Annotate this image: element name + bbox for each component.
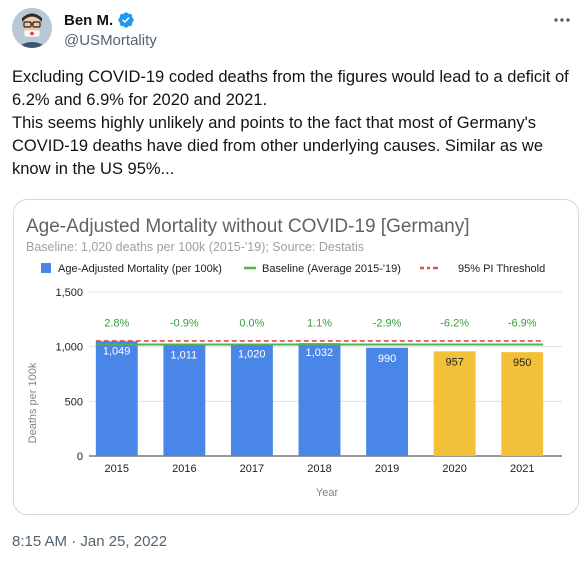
author-name[interactable]: Ben M. xyxy=(64,11,114,29)
chart-bars: 1,049 2.8% 1,011 -0.9% 1,020 0.0% 1,032 1.1% 990… xyxy=(95,317,544,456)
bar-value-label: 1,020 xyxy=(238,348,266,360)
author-handle[interactable]: @USMortality xyxy=(64,32,157,49)
delta-label: -6.2% xyxy=(440,317,469,329)
legend-bars-label: Age-Adjusted Mortality (per 100k) xyxy=(58,263,222,275)
y-axis: 0 500 1,000 1,500 xyxy=(55,287,83,463)
bar-2019 xyxy=(366,347,409,456)
avatar[interactable] xyxy=(12,8,52,48)
chart-legend: Age-Adjusted Mortality (per 100k) Baseli… xyxy=(41,263,545,275)
delta-label: 1.1% xyxy=(307,317,332,329)
tweet-timestamp[interactable]: 8:15 AM · Jan 25, 2022 xyxy=(12,533,168,550)
x-tick-label: 2020 xyxy=(442,463,466,475)
x-tick-label: 2019 xyxy=(375,463,399,475)
x-tick-label: 2018 xyxy=(307,463,331,475)
tweet-text: Excluding COVID-19 coded deaths from the… xyxy=(12,68,569,178)
verified-badge-icon xyxy=(118,12,134,28)
delta-label: -2.9% xyxy=(373,317,402,329)
bar-value-label: 990 xyxy=(378,353,396,365)
delta-label: -6.9% xyxy=(508,317,537,329)
bar-2021 xyxy=(501,352,544,456)
chart-title: Age-Adjusted Mortality without COVID-19 … xyxy=(26,216,470,237)
bar-value-label: 1,011 xyxy=(170,349,197,361)
legend-threshold-label: 95% PI Threshold xyxy=(458,263,545,275)
y-tick-label: 1,000 xyxy=(55,342,83,354)
x-axis: 2015 2016 2017 2018 2019 2020 2021 xyxy=(105,463,535,475)
more-options-icon[interactable] xyxy=(552,10,572,30)
bar-value-label: 957 xyxy=(445,356,463,368)
x-tick-label: 2015 xyxy=(105,463,129,475)
delta-label: -0.9% xyxy=(170,317,199,329)
mortality-chart: Age-Adjusted Mortality without COVID-19 … xyxy=(26,216,562,499)
delta-label: 2.8% xyxy=(104,317,129,329)
x-tick-label: 2017 xyxy=(240,463,264,475)
bar-2015 xyxy=(95,341,138,456)
chart-card[interactable]: Age-Adjusted Mortality without COVID-19 … xyxy=(13,199,579,515)
bar-2018 xyxy=(298,343,341,456)
legend-bars-swatch xyxy=(41,263,51,273)
bar-value-label: 950 xyxy=(513,357,531,369)
chart-reference-lines xyxy=(95,340,544,346)
bar-value-label: 1,032 xyxy=(306,347,334,359)
x-axis-label: Year xyxy=(316,487,339,499)
y-tick-label: 500 xyxy=(65,396,83,408)
delta-label: 0.0% xyxy=(239,317,264,329)
bar-2017 xyxy=(230,344,273,456)
legend-baseline-label: Baseline (Average 2015-'19) xyxy=(262,263,401,275)
y-tick-label: 0 xyxy=(77,451,83,463)
bar-value-label: 1,049 xyxy=(103,345,131,357)
avatar-image xyxy=(12,8,52,48)
chart-subtitle: Baseline: 1,020 deaths per 100k (2015-'1… xyxy=(26,240,364,254)
x-tick-label: 2021 xyxy=(510,463,534,475)
tweet-header: Ben M. @USMortality xyxy=(12,8,572,52)
bar-2016 xyxy=(163,345,206,456)
y-tick-label: 1,500 xyxy=(55,287,83,299)
y-axis-label: Deaths per 100k xyxy=(27,362,39,443)
x-tick-label: 2016 xyxy=(172,463,196,475)
bar-2020 xyxy=(433,351,476,456)
